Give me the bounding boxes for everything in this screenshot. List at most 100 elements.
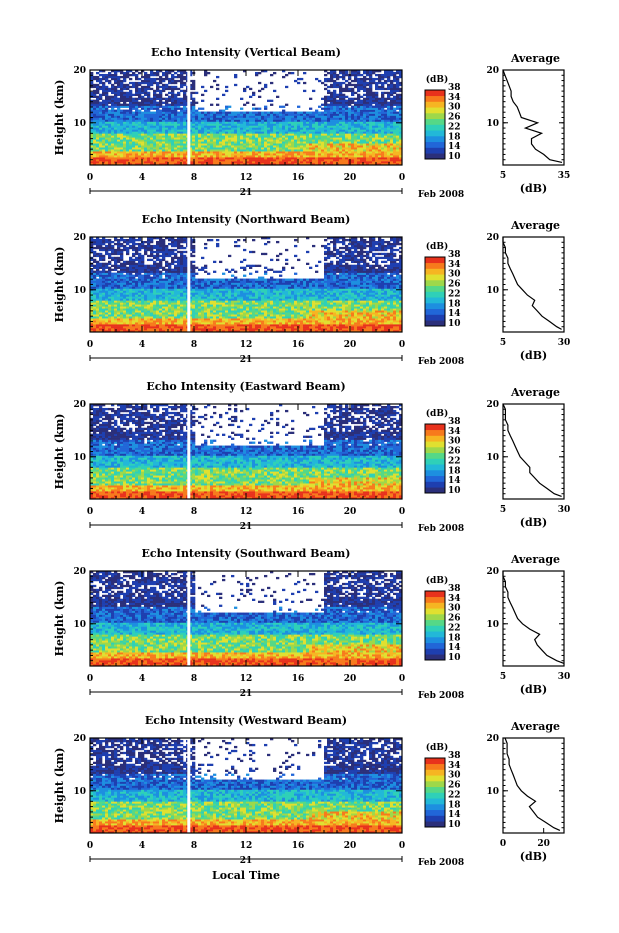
heatmap-cell [165, 118, 168, 120]
heatmap-cell [153, 153, 156, 155]
heatmap-cell [381, 112, 384, 114]
heatmap-cell [180, 161, 183, 163]
heatmap-cell [261, 153, 264, 155]
heatmap-cell [270, 318, 273, 320]
heatmap-cell [360, 86, 363, 88]
heatmap-cell [156, 104, 159, 106]
heatmap-cell [294, 125, 297, 127]
heatmap-cell [393, 147, 396, 149]
heatmap-cell [291, 316, 294, 318]
heatmap-cell [225, 143, 228, 145]
heatmap-cell [162, 112, 165, 114]
heatmap-cell [330, 100, 333, 102]
heatmap-cell [300, 125, 303, 127]
heatmap-cell [204, 145, 207, 147]
heatmap-cell [171, 96, 174, 98]
heatmap-cell [123, 161, 126, 163]
heatmap-cell [105, 80, 108, 82]
heatmap-cell [375, 118, 378, 120]
heatmap-cell [273, 131, 276, 133]
heatmap-cell [360, 314, 363, 316]
heatmap-cell [192, 151, 195, 153]
heatmap-cell [267, 328, 270, 330]
heatmap-cell [141, 129, 144, 131]
heatmap-cell [330, 84, 333, 86]
heatmap-cell [258, 318, 261, 320]
heatmap-cell [150, 322, 153, 324]
heatmap-cell [291, 320, 294, 322]
heatmap-cell [144, 141, 147, 143]
heatmap-cell [354, 147, 357, 149]
heatmap-cell [354, 106, 357, 108]
heatmap-cell [330, 104, 333, 106]
heatmap-cell [372, 155, 375, 157]
heatmap-cell [345, 112, 348, 114]
heatmap-cell [171, 74, 174, 76]
heatmap-cell [318, 147, 321, 149]
heatmap-cell [159, 94, 162, 96]
heatmap-cell [117, 86, 120, 88]
heatmap-cell [117, 78, 120, 80]
heatmap-cell [363, 135, 366, 137]
heatmap-cell [120, 131, 123, 133]
heatmap-cell [120, 139, 123, 141]
heatmap-cell [204, 116, 207, 118]
heatmap-cell [246, 155, 249, 157]
heatmap-cell [111, 147, 114, 149]
heatmap-cell [153, 96, 156, 98]
heatmap-cell [132, 137, 135, 139]
heatmap-cell [195, 114, 198, 116]
heatmap-cell [288, 155, 291, 157]
heatmap-cell [102, 125, 105, 127]
heatmap-cell [132, 316, 135, 318]
heatmap-cell [372, 108, 375, 110]
heatmap-cell [348, 76, 351, 78]
heatmap-cell [249, 119, 252, 121]
heatmap-cell [279, 129, 282, 131]
heatmap-cell [243, 88, 246, 90]
heatmap-cell [135, 74, 138, 76]
heatmap-cell [360, 96, 363, 98]
heatmap-cell [357, 80, 360, 82]
heatmap-cell [210, 143, 213, 145]
heatmap-cell [102, 116, 105, 118]
heatmap-cell [264, 149, 267, 151]
heatmap-cell [126, 137, 129, 139]
heatmap-cell [267, 123, 270, 125]
heatmap-cell [129, 74, 132, 76]
heatmap-cell [105, 76, 108, 78]
heatmap-cell [378, 324, 381, 326]
heatmap-cell [336, 100, 339, 102]
heatmap-cell [339, 127, 342, 129]
heatmap-cell [129, 139, 132, 141]
heatmap-cell [114, 98, 117, 100]
heatmap-cell [288, 137, 291, 139]
heatmap-cell [384, 324, 387, 326]
heatmap-cell [282, 145, 285, 147]
heatmap-cell [114, 139, 117, 141]
heatmap-cell [156, 88, 159, 90]
heatmap-cell [270, 139, 273, 141]
heatmap-cell [198, 145, 201, 147]
heatmap-cell [261, 143, 264, 145]
heatmap-cell [153, 324, 156, 326]
heatmap-cell [240, 149, 243, 151]
heatmap-cell [225, 314, 228, 316]
heatmap-cell [93, 86, 96, 88]
heatmap-cell [318, 106, 321, 108]
heatmap-cell [351, 129, 354, 131]
heatmap-cell [327, 314, 330, 316]
heatmap-cell [177, 314, 180, 316]
heatmap-cell [282, 114, 285, 116]
heatmap-cell [288, 322, 291, 324]
heatmap-cell [288, 147, 291, 149]
heatmap-cell [291, 125, 294, 127]
heatmap-cell [375, 96, 378, 98]
heatmap-cell [174, 139, 177, 141]
heatmap-cell [162, 145, 165, 147]
heatmap-cell [348, 155, 351, 157]
heatmap-cell [162, 129, 165, 131]
heatmap-cell [192, 84, 195, 86]
heatmap-cell [135, 153, 138, 155]
heatmap-cell [120, 326, 123, 328]
